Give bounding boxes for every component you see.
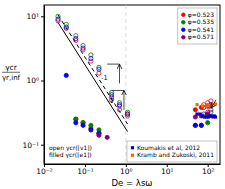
chart: 10⁻² 10⁻¹ 10⁰ 10¹ 10² 10⁻¹ 10⁰ 10¹ -1 -1 De = λsω γ… [0, 0, 225, 189]
point [125, 112, 129, 116]
y-tick: 10¹ [26, 12, 44, 21]
marks [56, 5, 217, 164]
bracket-horizontal [107, 64, 119, 65]
point [64, 25, 68, 29]
point [89, 123, 93, 127]
bracket-arrow [123, 90, 124, 109]
legend-marker [182, 20, 186, 24]
point [193, 123, 197, 127]
point [97, 67, 101, 71]
x-axis-label: De = λsω [112, 178, 153, 188]
x-tick: 10⁻² [36, 164, 53, 176]
point [199, 123, 203, 127]
point [206, 121, 210, 125]
legend-label: φ=0.571 [188, 33, 214, 41]
legend-marker [182, 13, 186, 17]
point [199, 123, 203, 127]
point [81, 123, 85, 127]
y-axis: 10⁻¹ 10⁰ 10¹ [22, 6, 44, 165]
x-tick: 10⁰ [120, 164, 133, 176]
y-tick-mark [41, 145, 44, 146]
x-tick-label: 10² [202, 167, 215, 176]
legend-frame [127, 141, 217, 162]
y-tick-mark [41, 80, 44, 81]
point [74, 121, 78, 125]
legend-marker [131, 154, 134, 157]
legend-label: filled γcr([e1]) [49, 151, 92, 159]
bracket-horizontal [112, 90, 124, 91]
point [193, 123, 197, 127]
x-tick: 10¹ [161, 164, 174, 176]
y-tick: 10⁻¹ [22, 141, 44, 150]
point [117, 104, 121, 108]
legend-marker [131, 146, 134, 149]
x-tick-label: 10¹ [161, 167, 174, 176]
y-tick-mark [41, 16, 44, 17]
bracket-arrow [119, 64, 120, 83]
plot: 10⁻² 10⁻¹ 10⁰ 10¹ 10² 10⁻¹ 10⁰ 10¹ -1 -1 [22, 5, 220, 176]
y-axis-label-bar [2, 72, 20, 73]
point [89, 128, 93, 132]
x-axis-line [45, 164, 221, 165]
point [201, 104, 204, 107]
point [214, 115, 217, 118]
x-tick-label: 10⁻² [36, 167, 53, 176]
slope-line [58, 23, 128, 132]
point [195, 112, 198, 115]
arrow [211, 100, 216, 108]
x-tick: 10⁻¹ [77, 164, 94, 176]
plot-frame [44, 5, 220, 164]
point [199, 105, 203, 109]
legend-marker [182, 28, 186, 32]
point [74, 36, 78, 40]
x-tick: 10² [202, 164, 215, 176]
y-tick-label: 10⁻¹ [22, 141, 39, 150]
point [105, 135, 109, 139]
legend: open γcr([v1])filled γcr([e1]) [49, 144, 92, 160]
y-tick-label: 10⁰ [26, 76, 39, 85]
y-axis-label: γr,inf [2, 74, 21, 82]
legend: Koumakis et al, 2012Kramb and Zukoski, 2… [127, 141, 217, 162]
point [89, 56, 93, 60]
legend-frame [178, 8, 217, 44]
point [193, 108, 197, 112]
y-tick: 10⁰ [26, 76, 44, 85]
annotation: -1 [107, 97, 113, 105]
point [125, 112, 129, 116]
legend-label: Kramb and Zukoski, 2011 [137, 151, 214, 158]
point [195, 103, 198, 106]
legend: φ=0.523φ=0.535φ=0.541φ=0.571 [178, 8, 217, 44]
point [56, 17, 60, 21]
y-axis-line [44, 6, 45, 165]
y-tick-label: 10¹ [26, 12, 39, 21]
annotation: -1 [101, 74, 107, 82]
legend-label: Koumakis et al, 2012 [137, 144, 200, 151]
x-tick-label: 10⁻¹ [77, 167, 94, 176]
x-axis: 10⁻² 10⁻¹ 10⁰ 10¹ 10² [36, 164, 220, 176]
x-tick-label: 10⁰ [120, 167, 133, 176]
point [209, 108, 213, 112]
point [64, 73, 68, 77]
legend-marker [182, 35, 186, 39]
y-axis-label: γcr [5, 63, 18, 72]
point [97, 133, 101, 137]
vertical-line [125, 5, 126, 164]
point [81, 46, 85, 50]
slope-line [58, 15, 128, 124]
